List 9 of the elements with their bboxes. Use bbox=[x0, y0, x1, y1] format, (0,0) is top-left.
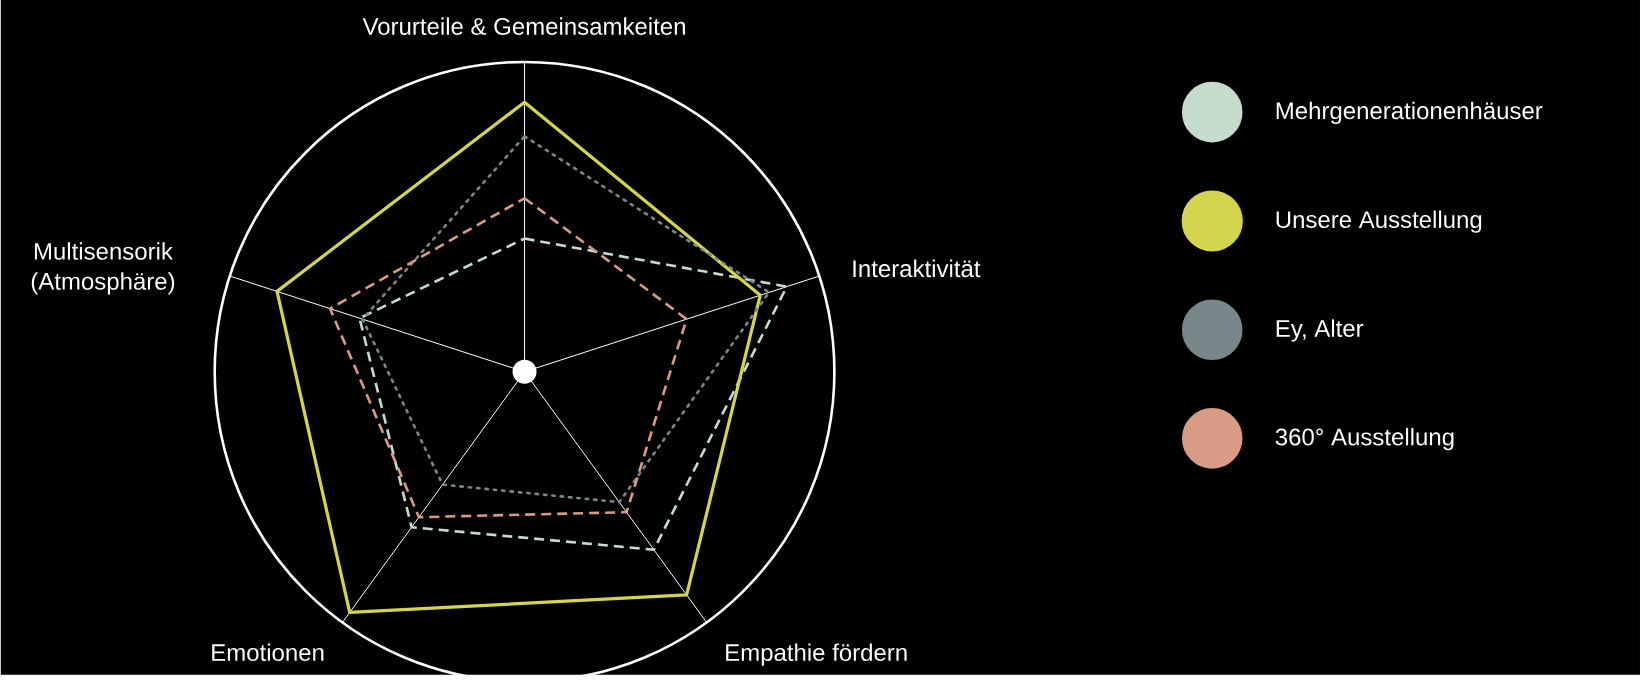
spoke-label: Multisensorik (Atmosphäre) bbox=[31, 242, 175, 295]
legend-label: Ey, Alter bbox=[1276, 319, 1364, 342]
spoke-label: Vorurteile & Gemeinsamkeiten bbox=[362, 17, 685, 35]
spoke-label: Interaktivität bbox=[853, 259, 981, 278]
spoke-label: Empathie fördern bbox=[726, 643, 907, 666]
legend-label: 360° Ausstellung bbox=[1275, 427, 1454, 451]
legend-label: Mehrgenerationenhäuser bbox=[1276, 101, 1543, 125]
spoke-label: Emotionen bbox=[212, 643, 324, 662]
legend-label: Unsere Ausstellung bbox=[1276, 210, 1482, 233]
